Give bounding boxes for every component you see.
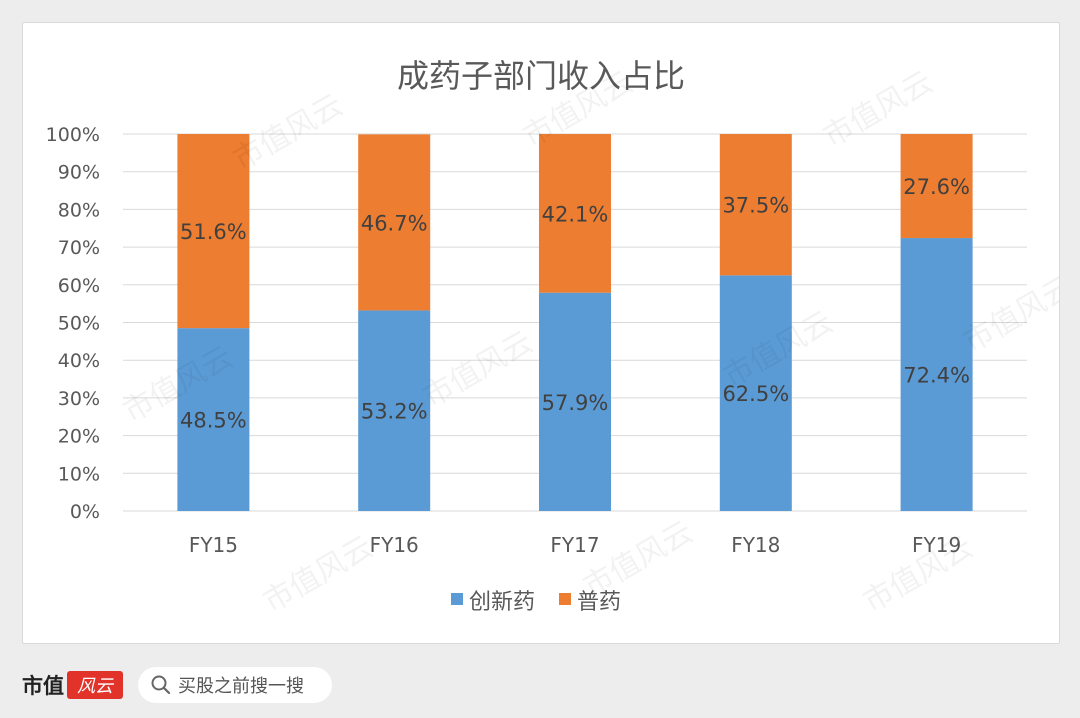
chart-card: 成药子部门收入占比 0% 10% 20% 30% 40% 50% 60% 70% 80% 90% 10… <box>22 22 1060 644</box>
y-tick-label: 10% <box>58 463 100 485</box>
footer: 市值 风云 买股之前搜一搜 <box>0 650 1080 718</box>
y-tick-label: 80% <box>58 199 100 221</box>
y-tick-label: 70% <box>58 237 100 259</box>
brand-name: 市值 <box>22 673 64 698</box>
x-tick-label: FY15 <box>189 533 238 557</box>
x-tick-label: FY16 <box>370 533 419 557</box>
x-tick-label: FY18 <box>731 533 780 557</box>
data-label: 37.5% <box>722 194 789 218</box>
legend-swatch <box>559 593 571 605</box>
watermark: 市值风云 <box>958 270 1059 360</box>
y-tick-label: 30% <box>58 388 100 410</box>
legend-label: 创新药 <box>469 590 535 615</box>
y-tick-label: 60% <box>58 275 100 297</box>
legend-swatch <box>451 593 463 605</box>
y-tick-label: 50% <box>58 313 100 335</box>
data-label: 42.1% <box>542 202 609 226</box>
bar-innovative <box>539 292 611 511</box>
data-label: 57.9% <box>542 391 609 415</box>
watermark: 市值风云 <box>418 325 539 415</box>
y-tick-label: 100% <box>46 124 100 146</box>
watermark: 市值风云 <box>228 88 349 178</box>
chart-title: 成药子部门收入占比 <box>397 57 685 95</box>
search-icon <box>151 675 171 695</box>
bar-innovative <box>719 275 792 511</box>
chart: 成药子部门收入占比 0% 10% 20% 30% 40% 50% 60% 70% 80% 90% 10… <box>46 57 1059 620</box>
brand-logo: 风云 <box>67 671 123 699</box>
bar-innovative <box>358 310 431 511</box>
bar-innovative <box>177 328 250 511</box>
bar-generic <box>358 134 431 311</box>
watermark: 市值风云 <box>258 530 379 620</box>
data-label: 46.7% <box>361 211 428 235</box>
brand[interactable]: 市值 风云 <box>22 670 123 700</box>
x-tick-label: FY17 <box>550 533 599 557</box>
bar-generic <box>900 134 973 239</box>
data-label: 51.6% <box>180 220 247 244</box>
data-label: 62.5% <box>722 382 789 406</box>
x-tick-label: FY19 <box>912 533 961 557</box>
bar-innovative <box>900 238 973 511</box>
data-label: 72.4% <box>903 364 970 388</box>
legend-label: 普药 <box>577 590 621 615</box>
data-label: 27.6% <box>903 175 970 199</box>
y-tick-label: 20% <box>58 426 100 448</box>
watermark: 市值风云 <box>578 515 699 605</box>
bar-generic <box>719 134 792 276</box>
search-text: 买股之前搜一搜 <box>178 676 304 697</box>
search-pill[interactable]: 买股之前搜一搜 <box>138 667 332 703</box>
bar-generic <box>539 134 611 293</box>
data-label: 48.5% <box>180 409 247 433</box>
y-tick-label: 40% <box>58 350 100 372</box>
data-label: 53.2% <box>361 400 428 424</box>
bar-generic <box>177 134 250 329</box>
y-tick-label: 0% <box>70 501 100 523</box>
y-tick-label: 90% <box>58 162 100 184</box>
